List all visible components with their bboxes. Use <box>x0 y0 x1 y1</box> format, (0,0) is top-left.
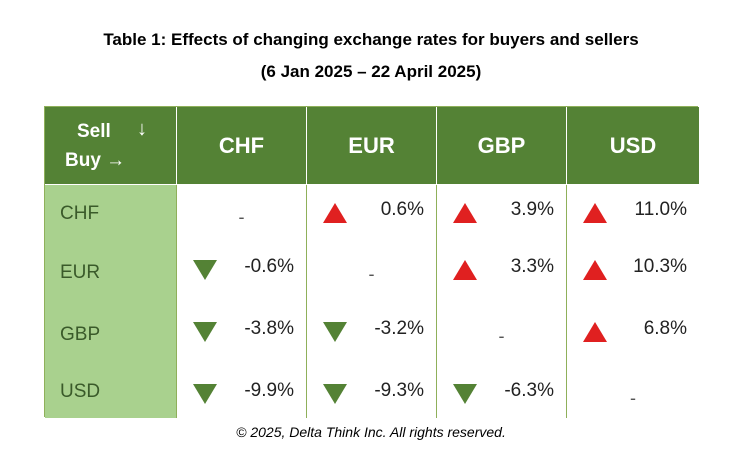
rate-cell: -3.8% <box>177 304 307 366</box>
rate-value: 11.0% <box>634 199 687 220</box>
sell-label: Sell <box>77 121 111 142</box>
row-header-eur: EUR <box>45 242 177 304</box>
buy-label: Buy → <box>65 150 126 171</box>
no-change-dash: - <box>368 264 375 284</box>
triangle-down-icon <box>323 322 347 342</box>
row-header-usd: USD <box>45 366 177 418</box>
rate-cell: - <box>567 366 699 418</box>
triangle-up-icon <box>323 203 347 223</box>
rate-cell: 0.6% <box>307 185 437 242</box>
rate-value: 0.6% <box>380 199 424 220</box>
rate-cell: 10.3% <box>567 242 699 304</box>
rate-value: -9.9% <box>244 380 294 401</box>
row-header-chf: CHF <box>45 185 177 242</box>
rate-cell: 6.8% <box>567 304 699 366</box>
column-header-eur: EUR <box>307 107 437 185</box>
rate-cell: -9.9% <box>177 366 307 418</box>
triangle-up-icon <box>453 260 477 280</box>
rate-value: 6.8% <box>643 318 687 339</box>
column-header-usd: USD <box>567 107 699 185</box>
rate-value: 3.9% <box>510 199 554 220</box>
column-header-gbp: GBP <box>437 107 567 185</box>
triangle-up-icon <box>583 260 607 280</box>
no-change-dash: - <box>630 388 636 408</box>
corner-header: Sell ↓ Buy → <box>45 107 177 185</box>
rate-cell: -0.6% <box>177 242 307 304</box>
copyright-footer: © 2025, Delta Think Inc. All rights rese… <box>236 424 506 440</box>
rate-cell: 3.9% <box>437 185 567 242</box>
rate-cell: - <box>177 185 307 242</box>
row-header-gbp: GBP <box>45 304 177 366</box>
rate-value: 10.3% <box>633 256 687 277</box>
triangle-down-icon <box>193 260 217 280</box>
rate-cell: - <box>437 304 567 366</box>
rate-value: -3.2% <box>374 318 424 339</box>
rate-cell: -9.3% <box>307 366 437 418</box>
rate-value: -9.3% <box>374 380 424 401</box>
triangle-down-icon <box>193 384 217 404</box>
exchange-rate-table: Sell ↓ Buy → CHF EUR GBP USD CHF -0.6% 3.9… <box>44 106 699 418</box>
rate-cell: 11.0% <box>567 185 699 242</box>
rate-cell: -6.3% <box>437 366 567 418</box>
table-date-range: (6 Jan 2025 – 22 April 2025) <box>260 62 482 81</box>
no-change-dash: - <box>498 326 505 346</box>
rate-value: -0.6% <box>244 256 294 277</box>
rate-cell: - <box>307 242 437 304</box>
triangle-up-icon <box>583 203 607 223</box>
rate-cell: -3.2% <box>307 304 437 366</box>
triangle-down-icon <box>453 384 477 404</box>
down-arrow-icon: ↓ <box>137 118 147 140</box>
triangle-up-icon <box>583 322 607 342</box>
table-title: Table 1: Effects of changing exchange ra… <box>103 30 639 49</box>
rate-cell: 3.3% <box>437 242 567 304</box>
rate-value: -3.8% <box>244 318 294 339</box>
triangle-up-icon <box>453 203 477 223</box>
rate-value: 3.3% <box>510 256 554 277</box>
rate-value: -6.3% <box>504 380 554 401</box>
triangle-down-icon <box>323 384 347 404</box>
no-change-dash: - <box>238 207 245 227</box>
triangle-down-icon <box>193 322 217 342</box>
column-header-chf: CHF <box>177 107 307 185</box>
